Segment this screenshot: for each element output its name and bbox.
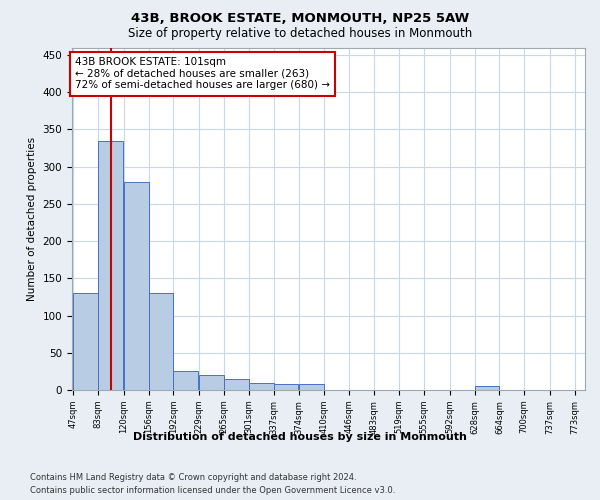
Text: Contains public sector information licensed under the Open Government Licence v3: Contains public sector information licen… bbox=[30, 486, 395, 495]
Bar bbox=[73, 293, 98, 390]
Text: 43B BROOK ESTATE: 101sqm
← 28% of detached houses are smaller (263)
72% of semi-: 43B BROOK ESTATE: 101sqm ← 28% of detach… bbox=[75, 57, 330, 90]
Bar bbox=[124, 182, 149, 390]
Y-axis label: Number of detached properties: Number of detached properties bbox=[27, 136, 37, 301]
Text: Distribution of detached houses by size in Monmouth: Distribution of detached houses by size … bbox=[133, 432, 467, 442]
Bar bbox=[173, 372, 199, 390]
Bar bbox=[199, 375, 224, 390]
Text: Size of property relative to detached houses in Monmouth: Size of property relative to detached ho… bbox=[128, 28, 472, 40]
Text: Contains HM Land Registry data © Crown copyright and database right 2024.: Contains HM Land Registry data © Crown c… bbox=[30, 472, 356, 482]
Bar bbox=[224, 379, 249, 390]
Text: 43B, BROOK ESTATE, MONMOUTH, NP25 5AW: 43B, BROOK ESTATE, MONMOUTH, NP25 5AW bbox=[131, 12, 469, 26]
Bar bbox=[274, 384, 298, 390]
Bar bbox=[98, 140, 123, 390]
Bar bbox=[299, 384, 324, 390]
Bar bbox=[149, 293, 173, 390]
Bar bbox=[475, 386, 499, 390]
Bar bbox=[249, 382, 274, 390]
